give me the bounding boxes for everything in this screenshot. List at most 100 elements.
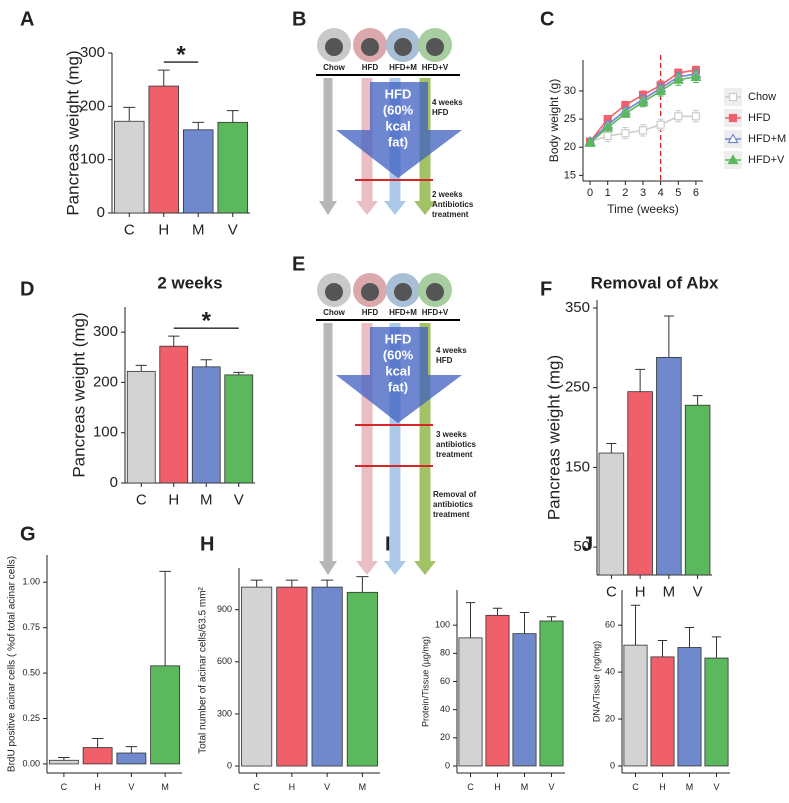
mouse-face <box>394 38 412 56</box>
error-bar <box>233 371 245 375</box>
error-bar <box>546 616 557 621</box>
bar <box>191 366 221 484</box>
y-tick-label: 40 <box>605 666 615 676</box>
y-axis-label: BrdU positive acinar cells ( %of total a… <box>7 556 18 772</box>
mouse-face <box>325 38 343 56</box>
y-axis-label: Pancreas weight (mg) <box>63 50 82 215</box>
error-bar <box>135 364 147 372</box>
bar <box>598 452 625 576</box>
error-bar <box>285 579 298 588</box>
bar <box>276 586 308 767</box>
error-bar <box>465 602 476 638</box>
point <box>638 126 648 135</box>
y-axis-label: DNA/Tissue (ng/mg) <box>591 641 601 722</box>
group-label: HFD+M <box>389 63 417 72</box>
bar <box>704 657 729 767</box>
note-text: 4 weeks <box>432 98 463 107</box>
mouse-face <box>361 38 379 56</box>
y-tick-label: 0.50 <box>22 667 40 677</box>
bar <box>159 345 189 484</box>
point <box>690 71 702 81</box>
x-tick-label: V <box>548 782 554 792</box>
panel-label: J <box>582 533 593 555</box>
y-tick-label: 60 <box>440 676 450 686</box>
mouse-face <box>426 283 444 301</box>
arrow-text: kcal <box>385 363 410 378</box>
x-tick-label: V <box>228 221 238 238</box>
point <box>727 154 739 165</box>
x-tick-label: V <box>128 782 134 792</box>
note-text: treatment <box>432 210 469 219</box>
y-tick-label: 100 <box>80 151 105 168</box>
panel-label: F <box>540 278 552 300</box>
bar <box>217 121 248 214</box>
note-text: HFD <box>432 108 449 117</box>
bar <box>458 637 483 767</box>
x-tick-label: C <box>467 782 474 792</box>
y-tick-label: 350 <box>565 299 590 316</box>
x-tick-label: 5 <box>675 187 681 199</box>
note-text: 4 weeks <box>436 346 467 355</box>
panel-label: G <box>20 523 36 545</box>
y-tick-label: 0 <box>97 204 105 221</box>
y-tick-label: 20 <box>564 141 576 153</box>
y-tick-label: 50 <box>573 538 590 555</box>
bar <box>48 759 79 765</box>
point <box>584 137 596 147</box>
bar <box>627 391 653 576</box>
group-label: HFD <box>362 63 379 72</box>
x-tick-label: H <box>635 583 646 600</box>
bar <box>512 633 537 767</box>
x-tick-label: C <box>632 782 639 792</box>
error-bar <box>692 395 703 406</box>
y-tick-label: 25 <box>564 113 576 125</box>
y-tick-label: 0 <box>610 760 615 770</box>
point <box>691 112 701 121</box>
point <box>728 113 738 123</box>
error-bar <box>250 579 263 588</box>
x-tick-label: M <box>192 221 205 238</box>
x-tick-label: M <box>200 491 213 508</box>
error-bar <box>606 442 617 454</box>
error-bar <box>635 368 646 392</box>
arrow-text: fat) <box>388 134 408 149</box>
x-tick-label: M <box>686 782 694 792</box>
bar <box>346 591 378 767</box>
arrow-text: kcal <box>385 118 410 133</box>
chart-title: Removal of Abx <box>591 273 719 292</box>
point <box>656 120 665 129</box>
group-label: Chow <box>323 308 346 317</box>
y-axis-label: Pancreas weight (mg) <box>544 355 563 520</box>
x-tick-label: C <box>124 221 135 238</box>
bar <box>684 404 711 576</box>
y-tick-label: 0 <box>110 474 118 491</box>
x-tick-label: C <box>61 782 68 792</box>
group-label: HFD+V <box>422 63 449 72</box>
panel-label: C <box>540 8 554 30</box>
bar <box>656 356 682 576</box>
legend-label: HFD <box>748 112 771 124</box>
error-bar <box>123 106 136 122</box>
point <box>621 129 630 138</box>
x-tick-label: 1 <box>605 187 611 199</box>
arrow-text: (60% <box>383 102 414 117</box>
error-bar <box>663 315 674 358</box>
bar <box>150 665 181 765</box>
point <box>728 92 738 102</box>
chart-panel: D 2 weeks Pancreas weight (mg) 0 100 200 300 C H… <box>20 273 255 508</box>
bar <box>183 129 214 214</box>
bar <box>82 747 113 765</box>
x-tick-label: V <box>234 491 244 508</box>
mouse-face <box>426 38 444 56</box>
panel-label: E <box>292 253 305 275</box>
timeline-arrow <box>319 323 337 575</box>
y-tick-label: 0.00 <box>22 758 40 768</box>
bar <box>116 752 147 765</box>
x-tick-label: 6 <box>693 187 699 199</box>
note-text: Removal of <box>433 490 476 499</box>
y-tick-label: 60 <box>605 620 615 630</box>
